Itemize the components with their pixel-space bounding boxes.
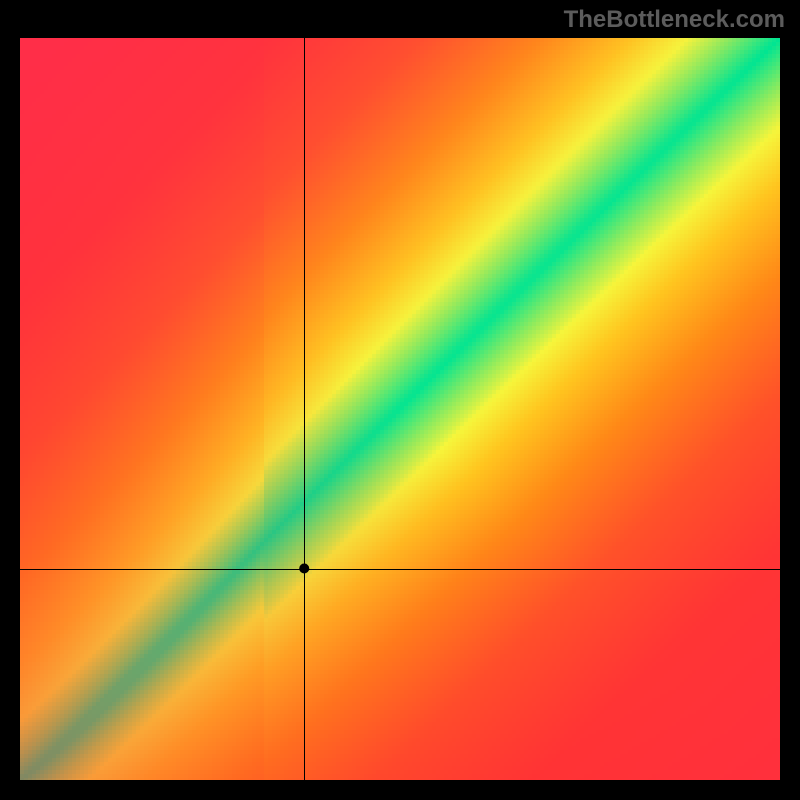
bottleneck-heatmap <box>0 0 800 800</box>
chart-frame: { "watermark": { "text": "TheBottleneck.… <box>0 0 800 800</box>
watermark-text: TheBottleneck.com <box>564 6 785 34</box>
